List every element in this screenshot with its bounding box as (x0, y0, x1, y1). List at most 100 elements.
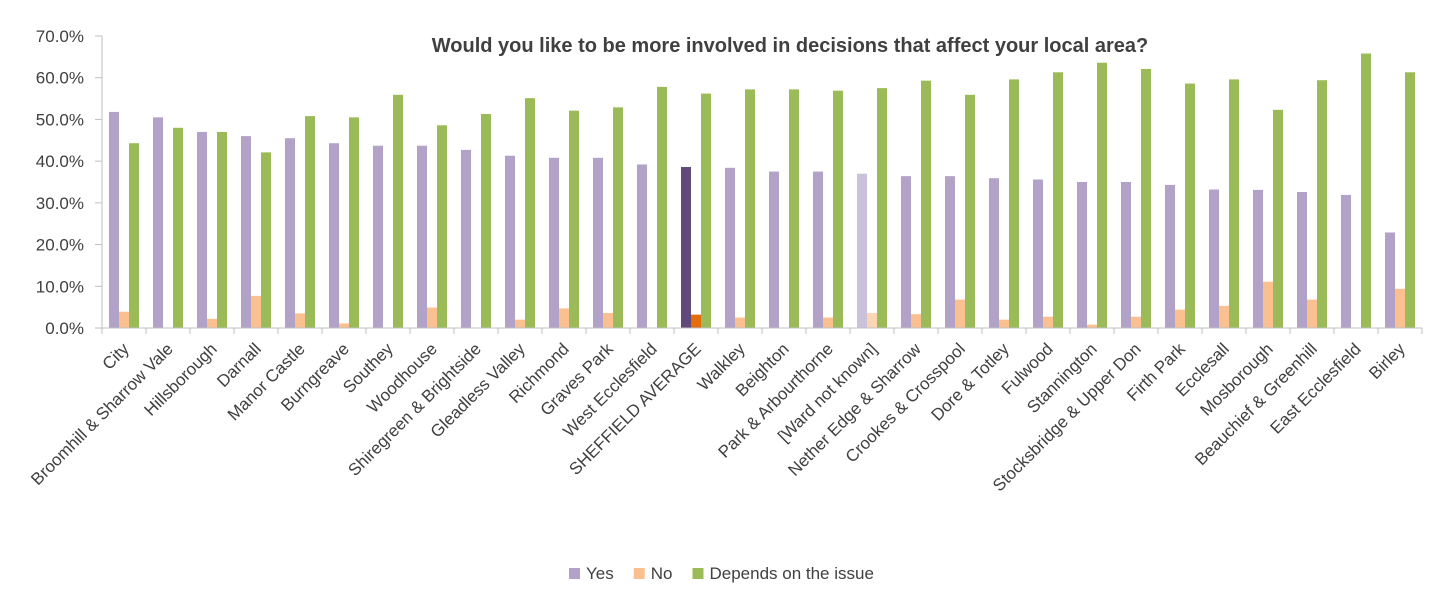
bar-depends-on-the-issue (393, 94, 403, 329)
bar-depends-on-the-issue (437, 125, 447, 328)
bar-depends-on-the-issue (1141, 68, 1151, 328)
bar-yes (241, 136, 251, 328)
bar-yes (1297, 192, 1307, 328)
bar-depends-on-the-issue (613, 107, 623, 329)
bar-no (427, 307, 437, 328)
bar-depends-on-the-issue (1053, 72, 1063, 328)
bar-depends-on-the-issue (481, 114, 491, 329)
bar-no (559, 308, 569, 328)
bar-no (1395, 288, 1405, 328)
bar-depends-on-the-issue (1361, 53, 1371, 329)
bar-depends-on-the-issue (305, 116, 315, 328)
bar-no (295, 313, 305, 328)
bar-depends-on-the-issue (1273, 109, 1283, 328)
bar-yes (769, 171, 779, 328)
bar-yes (329, 143, 339, 328)
y-tick-label: 50.0% (36, 110, 84, 129)
bar-no (1263, 281, 1273, 328)
legend-swatch (633, 568, 645, 579)
bar-depends-on-the-issue (1097, 62, 1107, 328)
bar-yes (373, 145, 383, 328)
bar-yes (1165, 184, 1175, 328)
bar-no (955, 299, 965, 328)
y-axis: 0.0% 10.0% 20.0% 30.0% 40.0% 50.0% 60.0% 70.0% (36, 27, 103, 338)
bar-yes (681, 166, 691, 328)
bar-depends-on-the-issue (173, 127, 183, 329)
bar-no (1219, 305, 1229, 328)
bar-no (1307, 299, 1317, 328)
bar-depends-on-the-issue (701, 93, 711, 329)
bar-depends-on-the-issue (877, 88, 887, 329)
bar-depends-on-the-issue (789, 89, 799, 328)
bar-no (251, 295, 261, 328)
y-tick-label: 30.0% (36, 194, 84, 213)
y-tick-label: 70.0% (36, 27, 84, 46)
legend-swatch (569, 568, 580, 579)
bar-yes (1121, 182, 1131, 328)
chart-title: Would you like to be more involved in de… (432, 35, 1148, 57)
bar-yes (637, 164, 647, 328)
bar-yes (417, 145, 427, 328)
bar-depends-on-the-issue (657, 86, 667, 329)
x-category-label: City (99, 339, 133, 373)
bar-yes (945, 176, 955, 328)
bar-no (603, 312, 613, 328)
bar-no (823, 317, 833, 328)
bar-depends-on-the-issue (129, 143, 139, 328)
legend-label: No (651, 564, 673, 583)
bar-yes (989, 178, 999, 328)
bar-depends-on-the-issue (1317, 80, 1327, 329)
bar-yes (1253, 189, 1263, 328)
bar-depends-on-the-issue (569, 110, 579, 328)
bar-depends-on-the-issue (1185, 83, 1195, 328)
bar-no (339, 323, 349, 328)
bar-depends-on-the-issue (745, 89, 755, 328)
bar-yes (1209, 189, 1219, 328)
x-category-label: Birley (1365, 339, 1409, 383)
bars (109, 53, 1415, 329)
bar-yes (857, 173, 867, 328)
bar-no (999, 319, 1009, 328)
bar-yes (153, 117, 163, 328)
bar-depends-on-the-issue (525, 98, 535, 328)
bar-no (1131, 316, 1141, 328)
bar-no (515, 319, 525, 328)
y-tick-label: 0.0% (45, 319, 84, 338)
bar-yes (593, 157, 603, 328)
bar-yes (461, 149, 471, 328)
bar-no (119, 311, 129, 328)
bar-no (1043, 316, 1053, 328)
legend: Yes No Depends on the issue (569, 564, 874, 583)
bar-yes (813, 171, 823, 328)
bar-no (1175, 309, 1185, 328)
bar-depends-on-the-issue (1009, 79, 1019, 328)
bar-yes (505, 155, 515, 328)
bar-depends-on-the-issue (1229, 79, 1239, 328)
y-tick-label: 10.0% (36, 277, 84, 296)
bar-no (911, 314, 921, 328)
bar-depends-on-the-issue (921, 80, 931, 329)
bar-no (207, 318, 217, 328)
bar-depends-on-the-issue (965, 94, 975, 329)
legend-label: Depends on the issue (709, 564, 873, 583)
y-tick-label: 40.0% (36, 152, 84, 171)
bar-yes (1385, 232, 1395, 328)
bar-yes (197, 131, 207, 328)
bar-no (1087, 324, 1097, 328)
y-tick-label: 60.0% (36, 69, 84, 88)
bar-no (691, 314, 701, 328)
legend-swatch (692, 568, 704, 579)
bar-yes (549, 157, 559, 328)
bar-yes (725, 167, 735, 328)
bar-yes (1033, 179, 1043, 328)
bar-no (867, 312, 877, 328)
bar-no (735, 317, 745, 328)
bar-yes (285, 138, 295, 328)
legend-label: Yes (586, 564, 614, 583)
y-tick-label: 20.0% (36, 236, 84, 255)
bar-yes (109, 111, 119, 328)
bar-depends-on-the-issue (349, 117, 359, 328)
bar-depends-on-the-issue (261, 152, 271, 328)
